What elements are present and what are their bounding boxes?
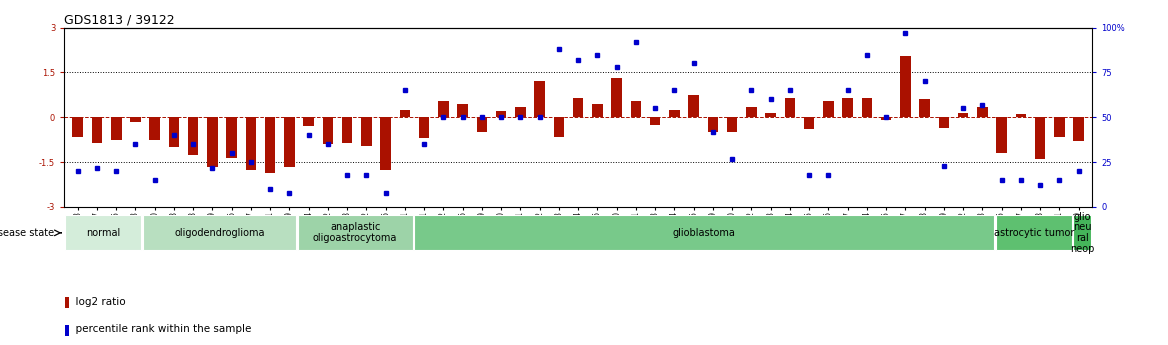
Bar xyxy=(150,117,160,140)
Bar xyxy=(688,95,698,117)
Bar xyxy=(592,104,603,117)
Text: GDS1813 / 39122: GDS1813 / 39122 xyxy=(64,13,175,27)
Bar xyxy=(1035,117,1045,159)
Bar xyxy=(381,117,391,170)
Bar xyxy=(142,215,297,250)
Bar xyxy=(322,117,333,144)
Bar xyxy=(284,117,294,167)
Bar xyxy=(765,113,776,117)
Bar xyxy=(1073,215,1091,250)
Bar xyxy=(207,117,217,167)
Bar xyxy=(939,117,950,128)
Bar xyxy=(65,297,69,308)
Bar xyxy=(65,325,69,336)
Bar xyxy=(361,117,371,146)
Bar xyxy=(304,117,314,126)
Bar xyxy=(631,101,641,117)
Bar xyxy=(415,215,994,250)
Text: glio
neu
ral
neop: glio neu ral neop xyxy=(1070,212,1094,254)
Bar xyxy=(438,101,449,117)
Bar xyxy=(842,98,853,117)
Bar xyxy=(669,110,680,117)
Bar xyxy=(919,99,930,117)
Text: disease state: disease state xyxy=(0,228,55,238)
Bar xyxy=(342,117,353,143)
Bar xyxy=(515,107,526,117)
Bar xyxy=(399,110,410,117)
Bar xyxy=(862,98,872,117)
Bar xyxy=(72,117,83,137)
Bar xyxy=(708,117,718,132)
Bar xyxy=(65,215,141,250)
Bar xyxy=(477,117,487,132)
Bar xyxy=(996,117,1007,153)
Bar xyxy=(227,117,237,158)
Bar xyxy=(496,111,507,117)
Text: anaplastic
oligoastrocytoma: anaplastic oligoastrocytoma xyxy=(313,223,397,243)
Text: astrocytic tumor: astrocytic tumor xyxy=(994,228,1075,238)
Bar xyxy=(823,101,834,117)
Text: percentile rank within the sample: percentile rank within the sample xyxy=(69,325,251,334)
Bar xyxy=(111,117,121,140)
Bar xyxy=(168,117,179,147)
Bar xyxy=(1073,117,1084,141)
Bar xyxy=(726,117,737,132)
Bar xyxy=(245,117,256,170)
Bar xyxy=(785,98,795,117)
Bar xyxy=(458,104,468,117)
Bar xyxy=(298,215,412,250)
Bar xyxy=(419,117,430,138)
Text: oligodendroglioma: oligodendroglioma xyxy=(174,228,265,238)
Bar xyxy=(130,117,141,122)
Bar xyxy=(91,117,103,143)
Bar xyxy=(958,113,968,117)
Bar xyxy=(901,56,911,117)
Bar xyxy=(996,215,1072,250)
Bar xyxy=(554,117,564,137)
Bar xyxy=(611,78,621,117)
Bar xyxy=(804,117,814,129)
Text: log2 ratio: log2 ratio xyxy=(69,297,125,306)
Bar xyxy=(881,117,891,120)
Text: glioblastoma: glioblastoma xyxy=(673,228,736,238)
Bar xyxy=(535,81,545,117)
Bar xyxy=(649,117,660,125)
Bar xyxy=(746,107,757,117)
Bar xyxy=(265,117,276,172)
Bar xyxy=(978,107,988,117)
Bar xyxy=(1015,114,1027,117)
Bar xyxy=(572,98,584,117)
Text: normal: normal xyxy=(86,228,120,238)
Bar xyxy=(1054,117,1065,137)
Bar xyxy=(188,117,199,155)
